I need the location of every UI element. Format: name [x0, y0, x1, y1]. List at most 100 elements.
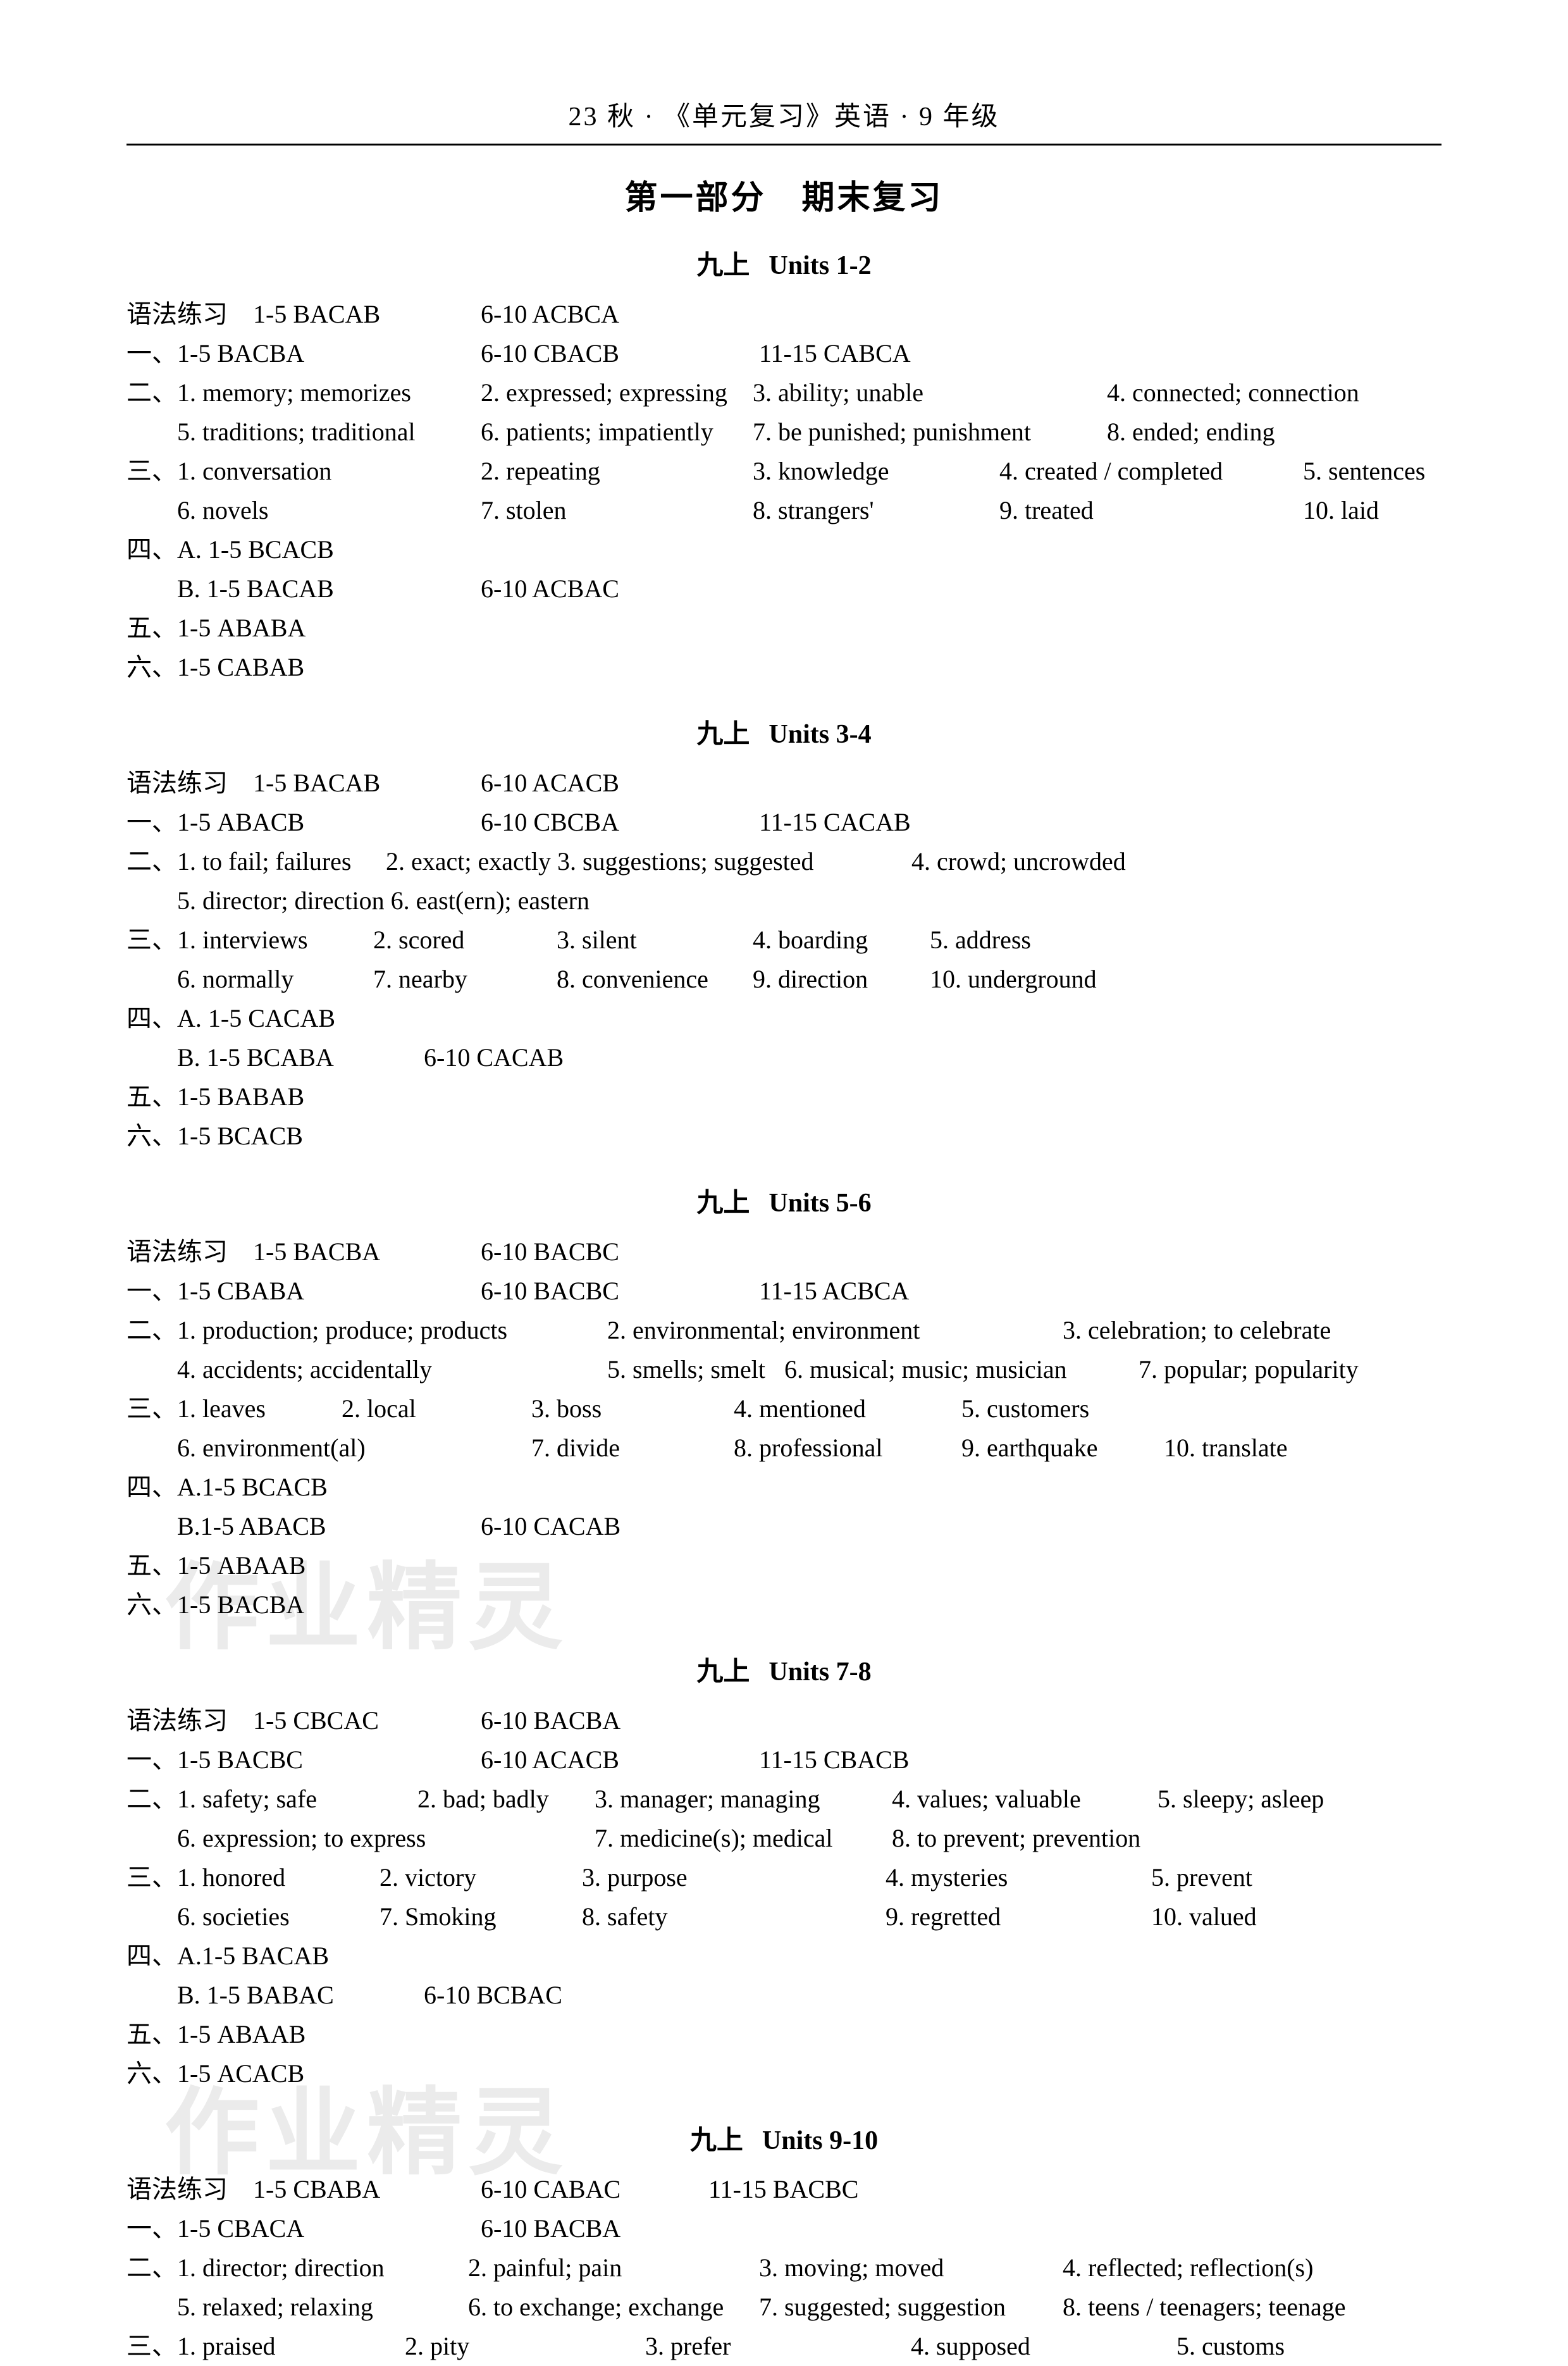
answer-cell: 9. direction [753, 960, 930, 999]
answer-cell: 五、1-5 ABAAB [127, 2015, 306, 2054]
answer-row: 一、1-5 BACBA6-10 CBACB11-15 CABCA [127, 334, 1441, 373]
answer-row: B. 1-5 BACAB6-10 ACBAC [127, 569, 1441, 609]
answer-cell: 6. environment(al) [127, 1428, 531, 1468]
answer-cell: 9. treated [999, 491, 1303, 530]
unit-title-en: Units 3-4 [769, 720, 871, 749]
answer-cell: 一、1-5 CBABA [127, 1272, 481, 1311]
answer-row: 语法练习 1-5 BACAB6-10 ACACB [127, 764, 1441, 803]
answer-cell: 六、1-5 CABAB [127, 648, 304, 687]
answer-cell: 5. traditions; traditional [127, 412, 481, 452]
unit-title-en: Units 5-6 [769, 1189, 871, 1218]
answer-block: 语法练习 1-5 CBABA6-10 CABAC11-15 BACBC一、1-5… [127, 2170, 1441, 2366]
answer-row: 五、1-5 BABAB [127, 1077, 1441, 1117]
answer-cell: 二、1. to fail; failures [127, 842, 386, 881]
answer-cell: 4. boarding [753, 920, 930, 960]
answer-cell: 四、A.1-5 BACAB [127, 1936, 329, 1976]
answer-cell: 6-10 ACBCA [481, 295, 619, 334]
answer-row: 四、A. 1-5 BCACB [127, 530, 1441, 569]
answer-cell: 6. expression; to express [127, 1819, 595, 1858]
answer-row: 6. societies7. Smoking8. safety9. regret… [127, 1897, 1441, 1936]
unit-title-cn: 九上 [696, 1657, 750, 1687]
answer-cell: 6-10 ACACB [481, 1740, 759, 1780]
answer-cell: 11-15 BACBC [708, 2170, 858, 2209]
answer-row: 三、1. conversation2. repeating3. knowledg… [127, 452, 1441, 491]
answer-row: 一、1-5 CBABA6-10 BACBC11-15 ACBCA [127, 1272, 1441, 1311]
answer-cell: 5. address [930, 920, 1031, 960]
answer-cell: 4. accidents; accidentally [127, 1350, 607, 1389]
answer-cell: 3. prefer [645, 2327, 911, 2366]
answer-cell: 6-10 ACBAC [481, 569, 619, 609]
answer-cell: 2. exact; exactly [386, 842, 557, 881]
answer-cell: 2. expressed; expressing [481, 373, 753, 412]
answer-cell: 10. translate [1164, 1428, 1288, 1468]
answer-cell: 3. ability; unable [753, 373, 1107, 412]
answer-cell: 2. pity [405, 2327, 645, 2366]
answer-row: 五、1-5 ABAAB [127, 1546, 1441, 1585]
answer-row: 4. accidents; accidentally5. smells; sme… [127, 1350, 1441, 1389]
answer-cell: 4. connected; connection [1107, 373, 1359, 412]
answer-cell: 8. convenience [557, 960, 753, 999]
answer-cell: 三、1. conversation [127, 452, 481, 491]
answer-cell: 6-10 BACBC [481, 1232, 619, 1272]
answer-row: 四、A. 1-5 CACAB [127, 999, 1441, 1038]
answer-cell: 2. painful; pain [468, 2248, 759, 2288]
answer-cell: 8. safety [582, 1897, 886, 1936]
answer-cell: 二、1. safety; safe [127, 1780, 417, 1819]
answer-block: 语法练习 1-5 CBCAC6-10 BACBA一、1-5 BACBC6-10 … [127, 1701, 1441, 2093]
answer-cell: 2. repeating [481, 452, 753, 491]
answer-row: 语法练习 1-5 CBABA6-10 CABAC11-15 BACBC [127, 2170, 1441, 2209]
answer-row: 6. novels7. stolen8. strangers'9. treate… [127, 491, 1441, 530]
answer-cell: 6. to exchange; exchange [468, 2288, 759, 2327]
sections: 九上Units 1-2语法练习 1-5 BACAB6-10 ACBCA一、1-5… [127, 244, 1441, 2366]
answer-cell: 语法练习 1-5 BACAB [127, 764, 481, 803]
answer-cell: 四、A. 1-5 CACAB [127, 999, 335, 1038]
answer-cell: 7. stolen [481, 491, 753, 530]
answer-cell: B.1-5 ABACB [127, 1507, 481, 1546]
answer-cell: 4. created / completed [999, 452, 1303, 491]
answer-row: 六、1-5 ACACB [127, 2054, 1441, 2093]
answer-cell: 五、1-5 ABAAB [127, 1546, 306, 1585]
answer-cell: 三、1. interviews [127, 920, 373, 960]
answer-cell: 6. novels [127, 491, 481, 530]
answer-row: 一、1-5 BACBC6-10 ACACB11-15 CBACB [127, 1740, 1441, 1780]
answer-row: B. 1-5 BABAC6-10 BCBAC [127, 1976, 1441, 2015]
answer-row: 三、1. praised2. pity3. prefer4. supposed5… [127, 2327, 1441, 2366]
answer-cell: 3. suggestions; suggested [557, 842, 911, 881]
answer-row: 6. expression; to express7. medicine(s);… [127, 1819, 1441, 1858]
answer-row: 语法练习 1-5 CBCAC6-10 BACBA [127, 1701, 1441, 1740]
answer-cell: 7. divide [531, 1428, 734, 1468]
answer-row: 六、1-5 BCACB [127, 1117, 1441, 1156]
answer-cell: 11-15 CBACB [759, 1740, 909, 1780]
answer-row: 二、1. to fail; failures2. exact; exactly … [127, 842, 1441, 881]
answer-cell: 5. director; direction [127, 881, 391, 920]
answer-cell: 二、1. memory; memorizes [127, 373, 481, 412]
answer-cell: 3. knowledge [753, 452, 999, 491]
answer-row: 五、1-5 ABABA [127, 609, 1441, 648]
answer-row: 语法练习 1-5 BACBA6-10 BACBC [127, 1232, 1441, 1272]
answer-cell: 4. crowd; uncrowded [911, 842, 1126, 881]
answer-cell: 一、1-5 BACBC [127, 1740, 481, 1780]
answer-row: 6. environment(al)7. divide8. profession… [127, 1428, 1441, 1468]
answer-cell: 一、1-5 ABACB [127, 803, 481, 842]
answer-cell: 2. victory [380, 1858, 582, 1897]
answer-cell: 6-10 CACAB [424, 1038, 564, 1077]
answer-cell: 二、1. director; direction [127, 2248, 468, 2288]
answer-cell: 10. underground [930, 960, 1097, 999]
answer-cell: 五、1-5 BABAB [127, 1077, 304, 1117]
answer-cell: 一、1-5 BACBA [127, 334, 481, 373]
unit-title: 九上Units 3-4 [127, 712, 1441, 751]
answer-cell: 7. nearby [373, 960, 557, 999]
answer-cell: 3. celebration; to celebrate [1063, 1311, 1331, 1350]
answer-cell: 7. Smoking [380, 1897, 582, 1936]
unit-title-cn: 九上 [690, 2126, 743, 2155]
answer-cell: 3. purpose [582, 1858, 886, 1897]
answer-cell: 6. east(ern); eastern [391, 881, 590, 920]
answer-cell: 四、A.1-5 BCACB [127, 1468, 328, 1507]
answer-cell: 10. laid [1303, 491, 1379, 530]
answer-row: 二、1. safety; safe2. bad; badly3. manager… [127, 1780, 1441, 1819]
answer-cell: 9. earthquake [961, 1428, 1164, 1468]
answer-row: 语法练习 1-5 BACAB6-10 ACBCA [127, 295, 1441, 334]
answer-cell: 8. strangers' [753, 491, 999, 530]
answer-cell: 4. mysteries [886, 1858, 1151, 1897]
answer-cell: 7. suggested; suggestion [759, 2288, 1063, 2327]
